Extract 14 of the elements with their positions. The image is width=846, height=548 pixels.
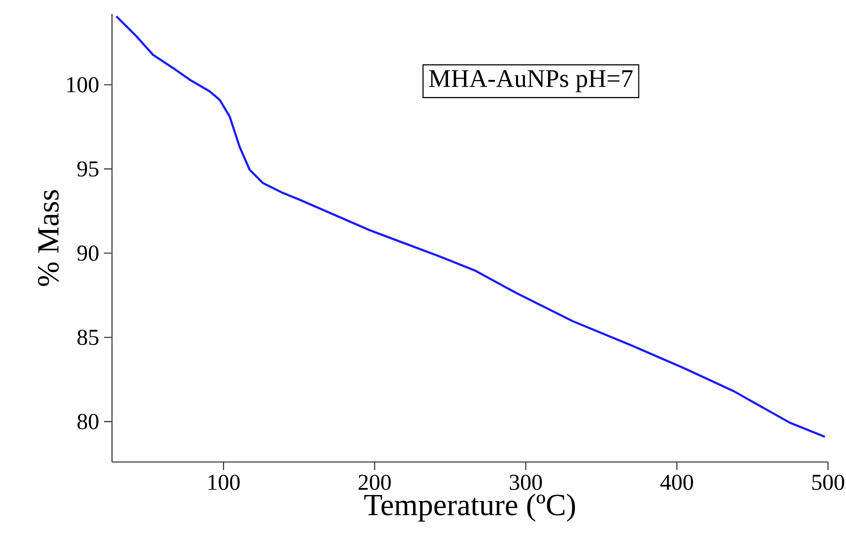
x-tick-label: 300	[510, 474, 542, 490]
y-tick-label: 100	[67, 77, 98, 92]
x-tick-label: 200	[358, 474, 391, 490]
x-tick-label: 400	[660, 474, 694, 490]
y-axis-title: % Mass	[38, 190, 59, 286]
y-tick-label: 90	[77, 245, 98, 261]
x-tick-label: 100	[208, 474, 240, 490]
x-axis-title: Temperature (ºC)	[364, 494, 575, 522]
y-tick-label: 80	[77, 414, 98, 430]
line-series	[115, 15, 826, 438]
annotation: MHA-AuNPs pH=7	[429, 70, 633, 92]
y-tick-label: 95	[77, 161, 98, 177]
x-tick-label: 500	[812, 474, 844, 490]
y-tick-label: 85	[77, 330, 98, 346]
